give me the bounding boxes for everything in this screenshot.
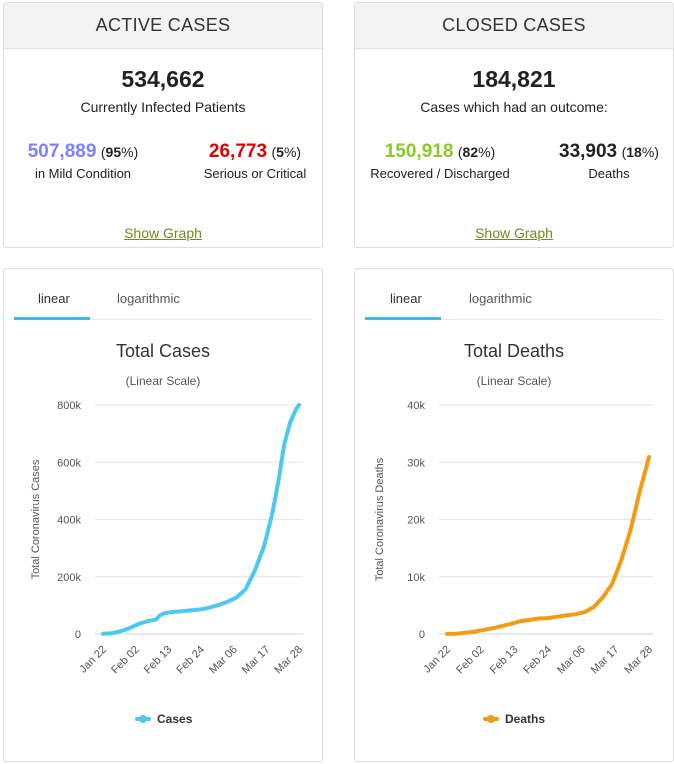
mild-condition-block: 507,889 (95%) in Mild Condition [18, 141, 148, 181]
y-tick-label: 40k [407, 400, 425, 412]
legend-label: Cases [157, 712, 193, 726]
deaths-value: 33,903 [559, 141, 618, 162]
total-cases-chart: Total Cases (Linear Scale) 0 200k 400k 600k 80… [30, 341, 305, 726]
legend-marker [487, 715, 495, 723]
tab-linear[interactable]: linear [38, 291, 70, 306]
mild-label: in Mild Condition [34, 166, 132, 181]
recovered-value: 150,918 [384, 141, 454, 162]
active-cases-title: ACTIVE CASES [4, 3, 322, 49]
chart-subtitle: (Linear Scale) [126, 374, 201, 388]
series-line-deaths [445, 455, 651, 636]
tab-logarithmic[interactable]: logarithmic [469, 291, 532, 306]
x-tick-label: Feb 13 [142, 644, 175, 677]
x-tick-label: Mar 28 [272, 644, 305, 677]
x-tick-label: Mar 17 [240, 644, 273, 677]
cases-scale-tabs: linear logarithmic [14, 269, 312, 320]
deaths-scale-tabs: linear logarithmic [365, 269, 663, 320]
x-tick-label: Mar 28 [622, 644, 655, 677]
y-tick-label: 400k [57, 515, 81, 527]
mild-value: 507,889 [27, 141, 97, 162]
x-tick-label: Feb 24 [174, 644, 207, 677]
x-tick-label: Feb 24 [521, 644, 554, 677]
y-tick-label: 800k [57, 400, 81, 412]
x-tick-label: Jan 22 [77, 644, 109, 676]
total-deaths-chart-card: linear logarithmic Total Deaths (Linear S… [354, 268, 674, 762]
y-tick-label: 0 [419, 629, 425, 641]
series-line-cases [101, 403, 301, 636]
active-show-graph-link[interactable]: Show Graph [124, 225, 202, 241]
deaths-percent: (18%) [621, 144, 659, 160]
x-tick-label: Mar 17 [589, 644, 622, 677]
legend-label: Deaths [505, 712, 545, 726]
x-tick-label: Mar 06 [555, 644, 588, 677]
serious-percent: (5%) [271, 144, 302, 160]
y-tick-label: 0 [75, 629, 81, 641]
total-cases-chart-card: linear logarithmic Total Cases (Linear Sc… [3, 268, 323, 762]
deaths-label: Deaths [588, 166, 630, 181]
y-tick-label: 20k [407, 515, 425, 527]
tab-linear[interactable]: linear [390, 291, 422, 306]
recovered-label: Recovered / Discharged [370, 166, 510, 181]
serious-label: Serious or Critical [203, 166, 307, 181]
tab-logarithmic[interactable]: logarithmic [117, 291, 180, 306]
x-tick-label: Feb 02 [109, 644, 142, 677]
mild-percent: (95%) [100, 144, 139, 160]
y-tick-label: 200k [57, 572, 81, 584]
x-tick-label: Feb 02 [454, 644, 487, 677]
x-tick-label: Feb 13 [488, 644, 521, 677]
active-cases-card: ACTIVE CASES 534,662 Currently Infected … [3, 2, 323, 248]
recovered-percent: (82%) [457, 144, 496, 160]
closed-cases-total-label: Cases which had an outcome: [420, 99, 608, 115]
x-tick-label: Jan 22 [421, 644, 453, 676]
closed-show-graph-link[interactable]: Show Graph [475, 225, 553, 241]
closed-cases-title: CLOSED CASES [355, 3, 673, 49]
x-tick-label: Mar 06 [207, 644, 240, 677]
chart-title: Total Deaths [464, 341, 564, 361]
active-cases-total: 534,662 [121, 66, 205, 92]
y-tick-label: 600k [57, 457, 81, 469]
deaths-block: 33,903 (18%) Deaths [549, 141, 669, 181]
recovered-block: 150,918 (82%) Recovered / Discharged [365, 141, 515, 181]
total-deaths-chart: Total Deaths (Linear Scale) 0 10k 20k 30k 40k T… [374, 341, 655, 726]
serious-condition-block: 26,773 (5%) Serious or Critical [190, 141, 320, 181]
chart-title: Total Cases [116, 341, 210, 361]
legend-marker [139, 715, 147, 723]
closed-cases-card: CLOSED CASES 184,821 Cases which had an … [354, 2, 674, 248]
chart-subtitle: (Linear Scale) [477, 374, 552, 388]
y-axis-title: Total Coronavirus Cases [30, 459, 42, 579]
active-tab-indicator [14, 317, 90, 320]
active-tab-indicator [365, 317, 441, 320]
y-axis-title: Total Coronavirus Deaths [374, 457, 386, 581]
active-cases-total-label: Currently Infected Patients [80, 99, 246, 115]
y-tick-label: 10k [407, 572, 425, 584]
closed-cases-total: 184,821 [472, 66, 556, 92]
serious-value: 26,773 [208, 141, 268, 162]
y-tick-label: 30k [407, 457, 425, 469]
